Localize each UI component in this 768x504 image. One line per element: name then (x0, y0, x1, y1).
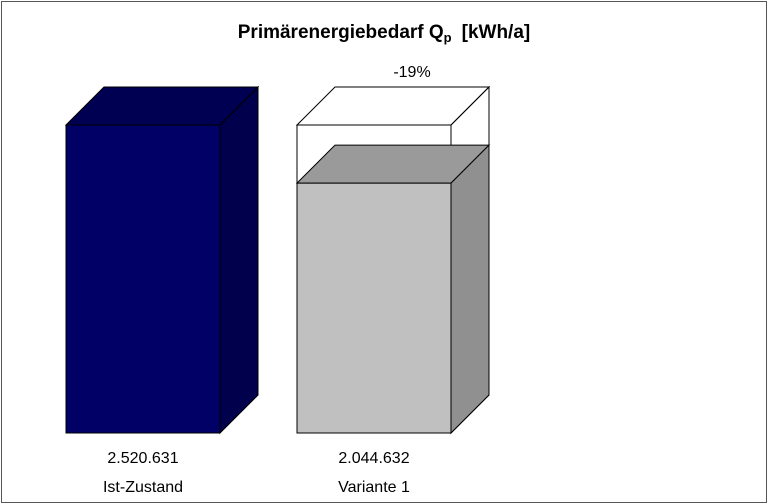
category-label: Ist-Zustand (103, 479, 183, 496)
chart-title: Primärenergiebedarf Qp [kWh/a] (238, 22, 530, 45)
bar-side (450, 143, 490, 435)
title-subscript: p (444, 30, 452, 45)
title-text: Primärenergiebedarf Q (238, 22, 444, 43)
value-label: 2.044.632 (338, 450, 409, 467)
bar-front (65, 124, 221, 434)
bar-front (296, 182, 452, 434)
title-unit: [kWh/a] (462, 22, 531, 43)
category-label: Variante 1 (338, 479, 410, 496)
bar-side (219, 85, 259, 435)
annotation: -19% (393, 64, 430, 81)
value-label: 2.520.631 (107, 450, 178, 467)
